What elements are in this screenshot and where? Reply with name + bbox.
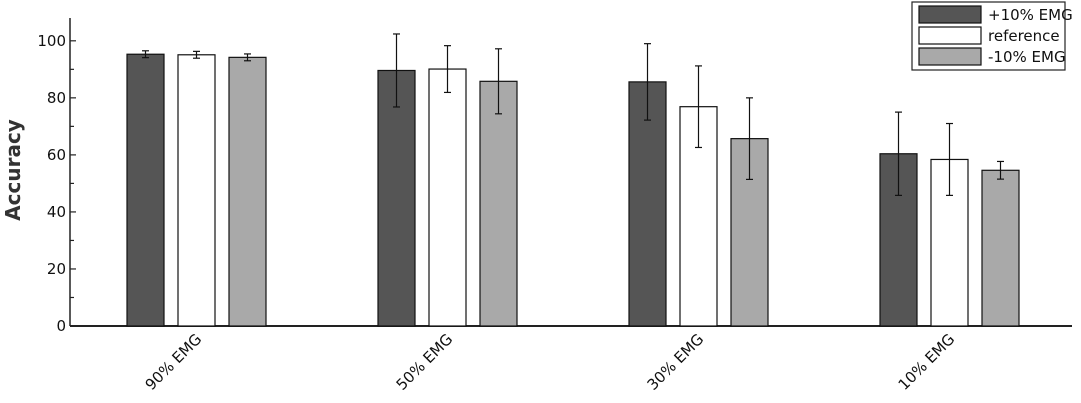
bar: [479, 80, 518, 327]
y-tick-label: 20: [47, 260, 66, 278]
y-tick-label: 40: [47, 203, 66, 221]
bar: [228, 56, 267, 327]
bar: [628, 81, 667, 327]
y-tick-label: 60: [47, 146, 66, 164]
legend-swatch: [918, 5, 982, 24]
legend-label: -10% EMG: [988, 48, 1066, 66]
bars: [126, 53, 1020, 327]
x-tick-label: 50% EMG: [393, 330, 457, 394]
bar: [428, 68, 467, 327]
error-bars: [142, 33, 1004, 196]
legend-label: +10% EMG: [988, 6, 1073, 24]
y-tick-label: 80: [47, 89, 66, 107]
x-tick-label: 30% EMG: [644, 330, 708, 394]
legend-label: reference: [988, 27, 1060, 45]
legend-swatch: [918, 26, 982, 45]
x-tick-label: 90% EMG: [142, 330, 206, 394]
legend: +10% EMG reference -10% EMG: [911, 1, 1073, 71]
bar: [981, 169, 1020, 327]
legend-swatch: [918, 47, 982, 66]
bar: [177, 54, 216, 327]
y-axis-title: Accuracy: [1, 119, 25, 221]
y-tick-label: 100: [37, 32, 66, 50]
bar: [126, 53, 165, 327]
x-tick-label: 10% EMG: [895, 330, 959, 394]
bar: [377, 69, 416, 327]
y-tick-label: 0: [56, 317, 66, 335]
